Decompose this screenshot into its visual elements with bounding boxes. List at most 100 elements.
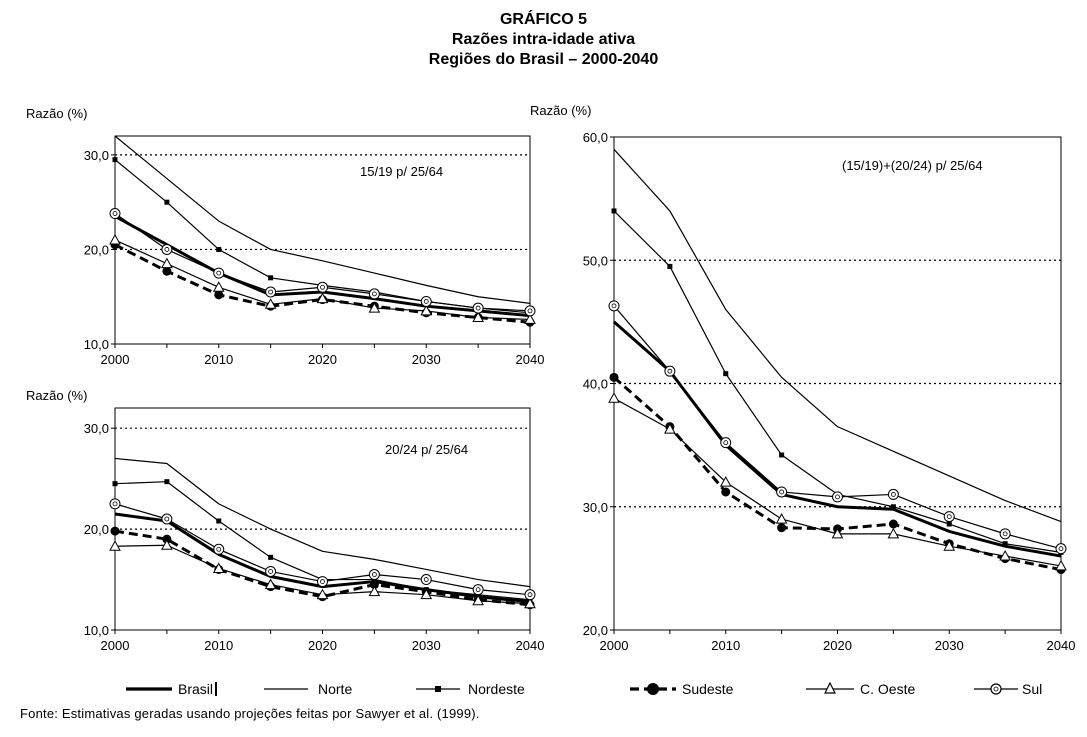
- panel3-xtick-label: 2040: [1047, 638, 1076, 653]
- panel2-point-c-oeste: [524, 597, 536, 609]
- legend: Brasil Norte Nordeste Sudeste C. Oeste: [0, 679, 1087, 699]
- panel3-point-sudeste: [777, 523, 787, 533]
- panel2-xtick-label: 2040: [516, 638, 545, 653]
- chart-title-line1: GRÁFICO 5: [499, 11, 588, 28]
- panel1-point-sudeste: [162, 266, 172, 276]
- panel2-ytick-label: 10,0: [84, 623, 109, 638]
- panel1-point-sul: [524, 305, 536, 317]
- panel2-point-sul: [109, 498, 121, 510]
- panel3-point-sul: [943, 511, 955, 523]
- legend-item-nordeste: Nordeste: [414, 679, 525, 699]
- panel2-point-sul: [475, 587, 481, 593]
- panel3-point-sul: [832, 491, 843, 503]
- panel2-point-sul: [268, 569, 274, 574]
- panel3-point-sudeste: [721, 487, 731, 497]
- panel2-xtick-label: 2000: [101, 638, 130, 653]
- panel1-point-sul: [265, 286, 277, 298]
- panel2-point-c-oeste: [161, 539, 173, 550]
- panel3-point-sul: [779, 489, 785, 495]
- panel1-xtick-label: 2020: [308, 352, 337, 367]
- panel3-point-sul: [946, 514, 952, 520]
- panel2-ylabel: Razão (%): [26, 388, 87, 403]
- panel3-point-sul: [1055, 543, 1067, 555]
- legend-item-norte: Norte: [262, 679, 352, 699]
- panel1-point-c-oeste: [524, 313, 536, 324]
- panel2-point-sul: [216, 546, 222, 552]
- legend-item-sul: Sul: [972, 679, 1042, 699]
- panel1-point-sul: [472, 302, 484, 314]
- panel1-point-sul: [371, 291, 377, 297]
- panel1-point-nordeste: [164, 199, 170, 205]
- panel1-point-sul: [475, 305, 481, 311]
- panel2-point-c-oeste: [472, 594, 484, 606]
- legend-label-norte: Norte: [318, 681, 353, 697]
- panel3-point-nordeste: [1002, 541, 1008, 547]
- panel2-point-c-oeste: [264, 578, 277, 590]
- panel2-point-sul: [213, 543, 225, 555]
- panel3-point-c-oeste: [608, 392, 620, 403]
- panel2-point-sul: [265, 565, 277, 577]
- panel3-point-sul: [1002, 531, 1008, 537]
- panel2-point-nordeste: [216, 518, 222, 524]
- panel1-point-c-oeste: [472, 311, 484, 323]
- panel3-point-sul: [667, 368, 673, 374]
- panel2-point-sul: [420, 574, 432, 586]
- panel2-point-c-oeste: [368, 585, 381, 597]
- panel2-point-sul: [164, 516, 170, 522]
- panel1-point-nordeste: [112, 157, 118, 163]
- panel3-point-sudeste: [609, 372, 619, 382]
- panel2-series-sudeste: [114, 529, 531, 607]
- panel3-point-sul: [999, 528, 1011, 540]
- panel1-xtick-label: 2010: [204, 352, 233, 367]
- panel3-point-c-oeste: [831, 527, 844, 539]
- panel2-point-sul: [112, 501, 118, 507]
- panel2-xtick-label: 2030: [412, 638, 441, 653]
- panel2-point-c-oeste: [420, 588, 433, 600]
- panel3-point-sul: [835, 494, 840, 500]
- panel2-annotation: 20/24 p/ 25/64: [385, 442, 468, 457]
- panel1-point-sul: [368, 288, 380, 300]
- panel3-point-sul: [664, 365, 676, 377]
- panel3-point-nordeste: [946, 521, 952, 527]
- panel3-ylabel: Razão (%): [530, 103, 591, 118]
- panel1-xtick-label: 2030: [412, 352, 441, 367]
- legend-swatch-norte: [264, 688, 308, 690]
- panel3-point-c-oeste: [1055, 559, 1067, 571]
- panel1-point-sul: [317, 281, 328, 293]
- panel3-point-c-oeste: [664, 423, 676, 434]
- panel2-series-brasil: [114, 512, 531, 604]
- panel1-point-sul: [161, 243, 173, 255]
- panel1-point-sul: [109, 208, 121, 220]
- panel1-point-sul: [112, 211, 118, 216]
- panel2-point-sudeste: [369, 580, 379, 590]
- panel1-point-sul: [164, 247, 170, 252]
- panel2-point-nordeste: [164, 479, 170, 485]
- panel1-point-c-oeste: [161, 257, 173, 269]
- panel1-frame: [114, 135, 531, 345]
- legend-label-brasil: Brasil: [178, 681, 214, 697]
- panel3-point-c-oeste: [887, 527, 900, 539]
- panel3-point-sul: [608, 300, 620, 312]
- panel1-point-c-oeste: [420, 304, 433, 316]
- panel1-point-c-oeste: [212, 281, 225, 292]
- panel3-point-sul: [1058, 546, 1064, 552]
- panel3-point-sudeste: [888, 519, 898, 529]
- panel3-point-nordeste: [779, 452, 785, 458]
- panel2-point-sul: [317, 576, 328, 588]
- panel1-point-nordeste: [268, 275, 274, 281]
- panel2-point-c-oeste: [109, 540, 121, 551]
- panel3-point-c-oeste: [775, 513, 788, 524]
- source-note: Fonte: Estimativas geradas usando projeç…: [20, 706, 480, 721]
- panel3-series-sudeste: [613, 376, 1062, 572]
- panel1-point-sul: [420, 295, 432, 307]
- panel3-point-sul: [611, 303, 617, 309]
- panel2-xtick-label: 2010: [204, 638, 233, 653]
- panel1-point-nordeste: [216, 246, 222, 252]
- panel3-point-c-oeste: [943, 540, 956, 551]
- legend-brasil-mark: [215, 682, 218, 696]
- panel3-point-sul: [887, 488, 899, 500]
- panel3-ytick-label: 20,0: [583, 623, 608, 638]
- panel1-ytick-label: 10,0: [84, 337, 109, 352]
- legend-label-sul: Sul: [1022, 681, 1043, 697]
- panel2-ytick-label: 20,0: [84, 522, 109, 537]
